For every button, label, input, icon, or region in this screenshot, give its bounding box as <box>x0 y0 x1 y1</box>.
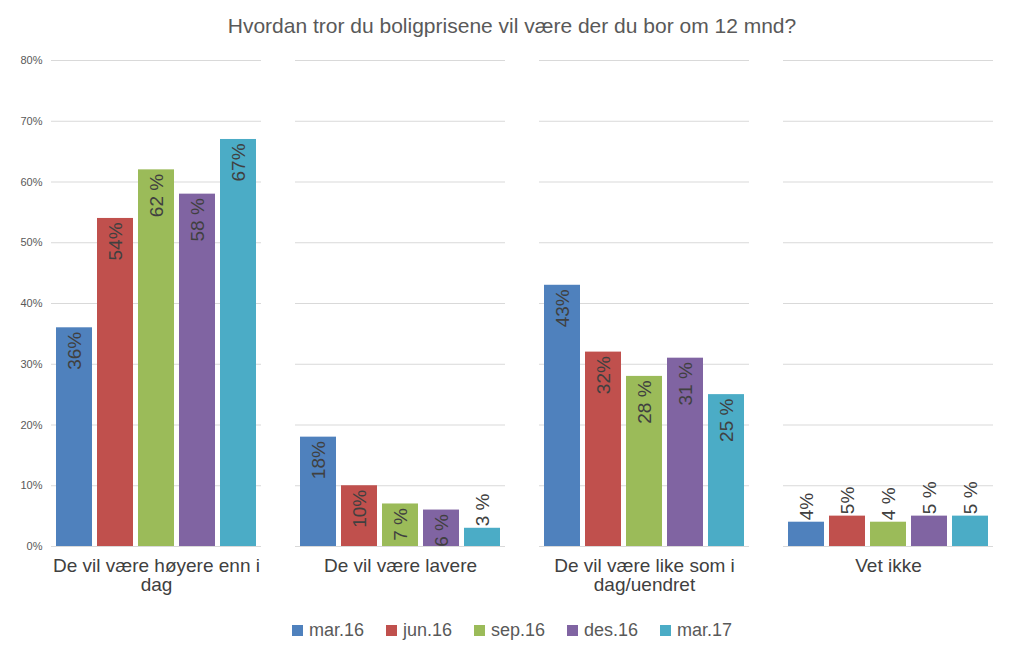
html-text:mar.16: mar.16 <box>308 620 364 640</box>
svg-text:De vil være lavere: De vil være lavere <box>324 555 477 576</box>
svg-text:43%: 43% <box>552 289 573 327</box>
svg-text:18%: 18% <box>308 441 329 479</box>
svg-text:5 %: 5 % <box>919 481 940 514</box>
svg-text:0%: 0% <box>27 540 43 552</box>
svg-text:4 %: 4 % <box>878 487 899 520</box>
html-text:Hvordan tror du boligprisene v: Hvordan tror du boligprisene vil være de… <box>227 14 797 37</box>
svg-text:20%: 20% <box>20 419 42 431</box>
svg-text:6 %: 6 % <box>431 514 452 547</box>
svg-text:30%: 30% <box>20 358 42 370</box>
svg-text:32%: 32% <box>593 356 614 394</box>
svg-text:50%: 50% <box>20 236 42 248</box>
svg-text:4%: 4% <box>796 493 817 521</box>
svg-text:De vil være like som idag/uend: De vil være like som idag/uendret <box>554 555 735 595</box>
svg-text:80%: 80% <box>20 54 42 66</box>
html-text:mar.17: mar.17 <box>677 620 733 640</box>
html-text:jun.16: jun.16 <box>402 620 452 640</box>
svg-text:5%: 5% <box>837 487 858 515</box>
svg-text:10%: 10% <box>349 490 370 528</box>
svg-text:40%: 40% <box>20 297 42 309</box>
svg-text:62 %: 62 % <box>146 174 167 217</box>
svg-text:25 %: 25 % <box>716 399 737 442</box>
svg-text:70%: 70% <box>20 115 42 127</box>
svg-text:58 %: 58 % <box>187 198 208 241</box>
svg-text:54%: 54% <box>105 222 126 260</box>
svg-text:31 %: 31 % <box>675 362 696 405</box>
svg-text:5 %: 5 % <box>960 481 981 514</box>
svg-text:De vil være høyere enn idag: De vil være høyere enn idag <box>53 555 260 595</box>
html-text:sep.16: sep.16 <box>491 620 545 640</box>
svg-text:28 %: 28 % <box>634 380 655 423</box>
svg-text:10%: 10% <box>20 479 42 491</box>
svg-text:36%: 36% <box>64 332 85 370</box>
svg-text:7 %: 7 % <box>390 508 411 541</box>
svg-text:Vet ikke: Vet ikke <box>855 555 922 576</box>
svg-text:3 %: 3 % <box>472 493 493 526</box>
svg-text:60%: 60% <box>20 176 42 188</box>
svg-text:67%: 67% <box>228 143 249 181</box>
html-text:des.16: des.16 <box>584 620 639 640</box>
